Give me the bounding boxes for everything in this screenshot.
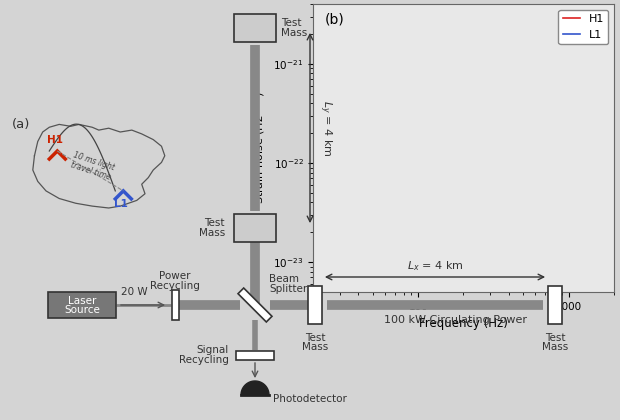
Bar: [234, 214, 276, 242]
Y-axis label: Strain noise (Hz$^{-1/2}$): Strain noise (Hz$^{-1/2}$): [250, 92, 268, 205]
Bar: [238, 288, 272, 322]
Bar: [548, 286, 562, 324]
Text: 20 W: 20 W: [121, 287, 148, 297]
Text: Mass: Mass: [199, 228, 225, 238]
Text: Test: Test: [545, 333, 565, 343]
Text: Beam: Beam: [269, 274, 299, 284]
Text: Test: Test: [281, 18, 301, 28]
Text: 100 kW Circulating Power: 100 kW Circulating Power: [384, 315, 526, 325]
Bar: [308, 286, 322, 324]
X-axis label: Frequency (Hz): Frequency (Hz): [419, 317, 508, 330]
Text: Recycling: Recycling: [150, 281, 200, 291]
Text: (b): (b): [325, 13, 345, 27]
Text: Mass: Mass: [281, 28, 308, 38]
Text: Test: Test: [305, 333, 326, 343]
Text: Laser: Laser: [68, 296, 96, 306]
Polygon shape: [241, 381, 269, 395]
Bar: [172, 290, 179, 320]
Legend: H1, L1: H1, L1: [559, 10, 608, 44]
Text: H1: H1: [47, 135, 63, 145]
Bar: [48, 292, 116, 318]
Text: Splitter: Splitter: [269, 284, 308, 294]
Text: Photodetector: Photodetector: [273, 394, 347, 404]
Text: Mass: Mass: [542, 342, 568, 352]
Text: 10 ms light
travel time: 10 ms light travel time: [69, 150, 116, 182]
Bar: [234, 14, 276, 42]
Text: $L_y$ = 4 km: $L_y$ = 4 km: [317, 100, 334, 156]
Text: L1: L1: [114, 199, 128, 209]
Text: Power: Power: [159, 271, 191, 281]
Bar: [236, 351, 274, 360]
Text: $L_x$ = 4 km: $L_x$ = 4 km: [407, 259, 463, 273]
Text: Source: Source: [64, 305, 100, 315]
Text: Mass: Mass: [302, 342, 328, 352]
Text: Test: Test: [205, 218, 225, 228]
Text: Signal: Signal: [197, 345, 229, 355]
Text: (a): (a): [12, 118, 30, 131]
Text: Recycling: Recycling: [179, 355, 229, 365]
